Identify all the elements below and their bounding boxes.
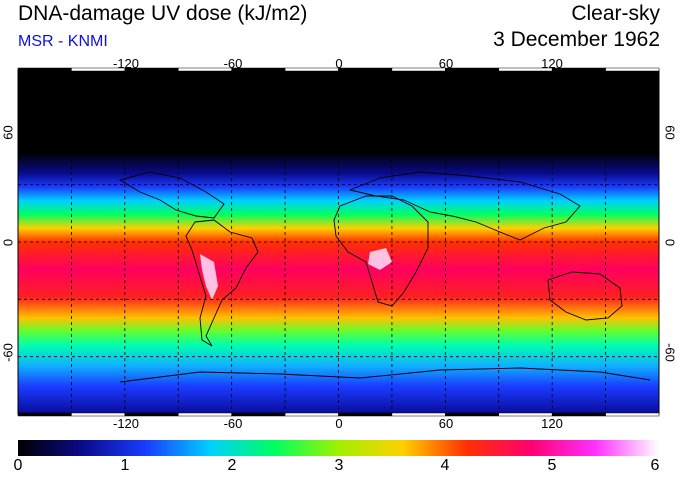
colorbar-tick: 0	[13, 457, 23, 474]
lon-label-bottom: 60	[438, 416, 454, 431]
lon-label-top: 120	[541, 56, 563, 71]
colorbar-tick: 1	[120, 457, 130, 474]
map-date: 3 December 1962	[493, 28, 660, 51]
lat-label-right: 60	[662, 125, 678, 140]
graticule	[18, 70, 659, 414]
frame-scale-segment	[605, 412, 660, 417]
source-label: MSR - KNMI	[18, 33, 108, 50]
frame-scale-segment	[445, 67, 500, 72]
lon-label-bottom: 0	[335, 416, 343, 431]
frame-scale-segment	[284, 67, 339, 72]
colorbar-tick: 3	[334, 457, 344, 474]
map-title: DNA-damage UV dose (kJ/m2)	[18, 2, 308, 25]
colorbar-tick: 4	[440, 457, 450, 474]
frame-scale-segment	[338, 412, 393, 417]
lat-label-left: -60	[0, 343, 16, 362]
coastlines	[118, 171, 651, 383]
lon-label-bottom: 120	[541, 416, 563, 431]
frame-scale-segment	[338, 67, 393, 72]
frame-scale-segment	[17, 67, 72, 72]
lon-label-bottom: -120	[112, 416, 140, 431]
frame-scale-segment	[284, 412, 339, 417]
sky-condition: Clear-sky	[571, 2, 660, 25]
lon-label-top: 0	[335, 56, 343, 71]
lon-label-bottom: -60	[223, 416, 243, 431]
lat-label-right: 0	[662, 238, 678, 247]
europe-asia	[348, 171, 581, 241]
frame-scale-segment	[391, 412, 446, 417]
antarctica	[119, 367, 651, 383]
colorbar-tick: 2	[227, 457, 237, 474]
frame-ticks	[17, 67, 660, 417]
frame-scale-segment	[605, 67, 660, 72]
colorbar-tick: 5	[547, 457, 557, 474]
frame-scale-segment	[445, 412, 500, 417]
north-america	[118, 171, 225, 219]
colorbar-tick: 6	[650, 457, 660, 474]
colorbar	[18, 440, 659, 456]
frame-scale-segment	[17, 412, 72, 417]
frame-scale-segment	[391, 67, 446, 72]
south-america	[185, 219, 259, 347]
africa-high-uv	[368, 248, 392, 270]
lon-label-top: 60	[438, 56, 454, 71]
lat-label-left: 60	[0, 125, 16, 140]
lat-label-right: -60	[662, 343, 678, 362]
andes-high-uv	[200, 254, 218, 300]
lon-label-top: -120	[112, 56, 140, 71]
lon-label-top: -60	[223, 56, 243, 71]
australia	[547, 271, 623, 321]
lat-label-left: 0	[0, 238, 16, 247]
